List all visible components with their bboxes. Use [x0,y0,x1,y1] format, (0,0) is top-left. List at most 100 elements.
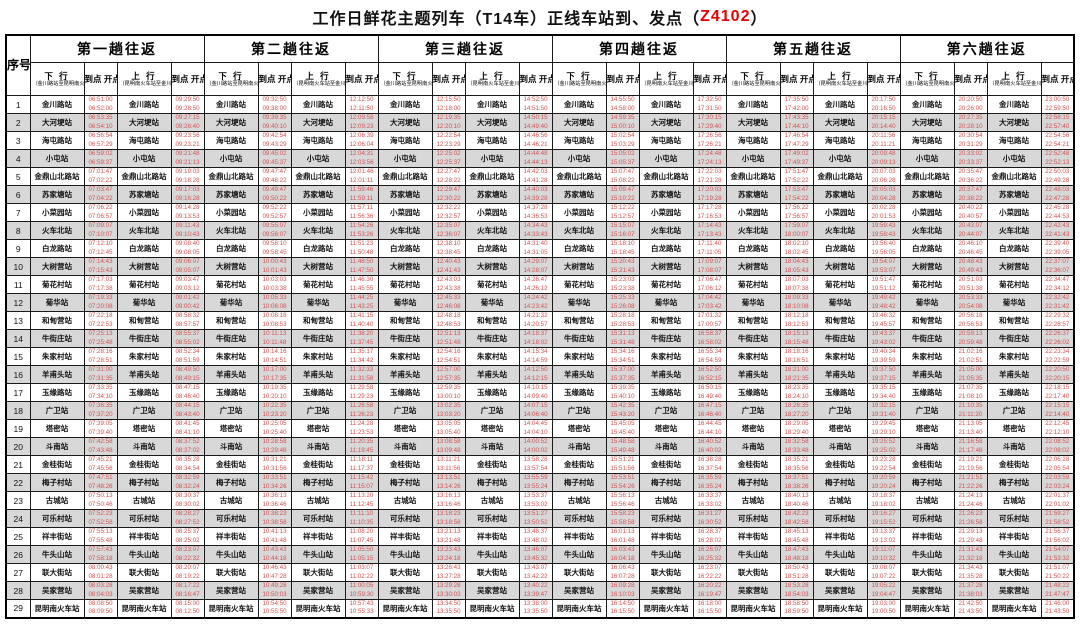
departure-time: 10:47:28 [262,572,287,580]
down-times-trip2: 10:14:16 10:14:51 [257,347,292,366]
down-times-trip6: 20:33:02 20:33:37 [953,149,988,168]
up-station-name-trip2: 大河埂站 [290,113,346,132]
arrival-time: 09:29:50 [175,96,200,104]
departure-time: 17:52:22 [784,176,809,184]
down-times-trip4: 15:56:13 15:56:46 [605,491,640,510]
arrival-time: 07:47:51 [88,474,113,482]
up-station-name-trip2: 大树营站 [290,257,346,276]
down-times-trip2: 10:54:50 10:55:50 [257,598,292,619]
departure-time: 22:54:21 [1045,140,1070,148]
up-times-trip1: 09:19:03 09:18:28 [170,167,205,186]
arrival-time: 07:09:07 [88,222,113,230]
up-times-trip6: 22:39:40 22:39:05 [1040,239,1075,258]
departure-time: 06:52:00 [88,104,113,112]
down-direction-header-trip4-label: 下 行 [566,70,592,81]
departure-time: 14:06:40 [523,410,548,418]
up-times-trip6: 22:26:37 22:26:02 [1040,329,1075,348]
arrival-time: 11:11:10 [349,510,374,518]
departure-time: 15:43:20 [610,410,635,418]
up-station-name-trip4: 火车北站 [638,221,694,240]
departure-time: 19:37:15 [871,374,896,382]
up-times-trip4: 16:50:15 16:49:40 [692,383,727,402]
departure-time: 17:16:53 [697,212,722,220]
up-station-name-trip5: 小屯站 [812,149,868,168]
departure-time: 09:26:40 [175,122,200,130]
arrival-time: 10:46:43 [262,564,287,572]
arrival-time: 18:50:43 [784,564,809,572]
departure-time: 16:54:59 [697,356,722,364]
arrival-time: 18:32:58 [784,438,809,446]
down-station-name-trip3: 广卫站 [377,401,433,420]
up-times-trip5: 19:08:07 19:07:22 [866,563,901,582]
seq-number: 2 [5,113,31,132]
down-times-trip3: 12:27:47 12:28:22 [431,167,466,186]
departure-time: 11:26:23 [349,410,374,418]
arrival-time: 18:09:33 [784,294,809,302]
up-station-name-trip2: 梅子村站 [290,473,346,492]
departure-time: 13:45:32 [523,554,548,562]
down-station-name-trip1: 小菜园站 [29,203,85,222]
up-station-name-trip5: 联大街站 [812,563,868,582]
down-station-name-trip1: 火车北站 [29,221,85,240]
up-station-name-trip5: 大河埂站 [812,113,868,132]
arrival-time: 21:37:28 [958,582,983,590]
up-station-name-trip3: 小屯站 [464,149,520,168]
departure-time: 13:24:18 [436,554,461,562]
down-station-name-trip6: 玉缘路站 [899,383,955,402]
seq-number: 18 [5,401,31,420]
arrival-time: 13:58:28 [523,456,548,464]
arrival-time: 15:09:47 [610,186,635,194]
departure-time: 14:23:42 [523,302,548,310]
up-times-trip4: 17:22:03 17:21:28 [692,167,727,186]
departure-time: 17:13:43 [697,230,722,238]
down-station-name-trip4: 塔密站 [551,419,607,438]
down-times-trip5: 18:04:43 18:05:43 [779,257,814,276]
departure-time: 07:25:48 [88,338,113,346]
up-station-name-trip2: 塔密站 [290,419,346,438]
up-times-trip6: 22:48:03 22:47:28 [1040,185,1075,204]
down-station-name-trip3: 小屯站 [377,149,433,168]
arrival-time: 22:54:56 [1045,132,1070,140]
arrival-time: 23:00:50 [1045,96,1070,104]
up-station-name-trip2: 苏家塘站 [290,185,346,204]
arrival-time: 15:07:47 [610,168,635,176]
departure-time: 21:43:50 [1045,608,1070,616]
down-direction-header-trip1: 下 行（金川路站至昆明南火车站） [29,62,85,96]
up-times-trip5: 19:25:52 19:25:02 [866,437,901,456]
arrival-time: 07:36:35 [88,402,113,410]
down-times-trip2: 10:49:28 10:50:03 [257,581,292,600]
down-station-name-trip6: 羊甫头站 [899,365,955,384]
down-times-trip4: 15:25:33 15:26:08 [605,293,640,312]
arrival-time: 19:54:07 [871,258,896,266]
arrival-time: 19:56:40 [871,240,896,248]
down-station-name-trip4: 小屯站 [551,149,607,168]
down-times-trip5: 18:18:16 18:18:51 [779,347,814,366]
arrival-time: 15:02:54 [610,132,635,140]
up-station-name-trip6: 大树营站 [986,257,1042,276]
down-times-trip1: 07:09:07 07:10:07 [83,221,118,240]
down-station-name-trip3: 羊甫头站 [377,365,433,384]
arrival-time: 15:37:00 [610,366,635,374]
departure-time: 21:02:51 [958,356,983,364]
arrival-time: 12:35:07 [436,222,461,230]
up-times-trip3: 13:48:37 13:48:02 [518,527,553,546]
departure-time: 21:08:10 [958,392,983,400]
departure-time: 09:52:57 [262,212,287,220]
up-times-trip5: 20:07:03 20:06:28 [866,167,901,186]
down-station-name-trip3: 玉缘路站 [377,383,433,402]
down-times-trip3: 12:25:02 12:25:37 [431,149,466,168]
departure-time: 06:54:10 [88,122,113,130]
arrival-time: 08:52:34 [175,348,200,356]
arrival-time: 11:48:50 [349,258,374,266]
arrival-time: 20:02:28 [871,204,896,212]
down-station-name-trip2: 广卫站 [203,401,259,420]
arrival-time: 09:39:35 [262,114,287,122]
departure-time: 13:03:20 [436,410,461,418]
down-station-name-trip1: 大河埂站 [29,113,85,132]
down-station-name-trip6: 苏家塘站 [899,185,955,204]
departure-time: 15:16:07 [610,230,635,238]
seq-number: 21 [5,455,31,474]
down-station-name-trip1: 可乐村站 [29,509,85,528]
departure-time: 12:06:04 [349,140,374,148]
up-station-name-trip4: 菊华站 [638,293,694,312]
